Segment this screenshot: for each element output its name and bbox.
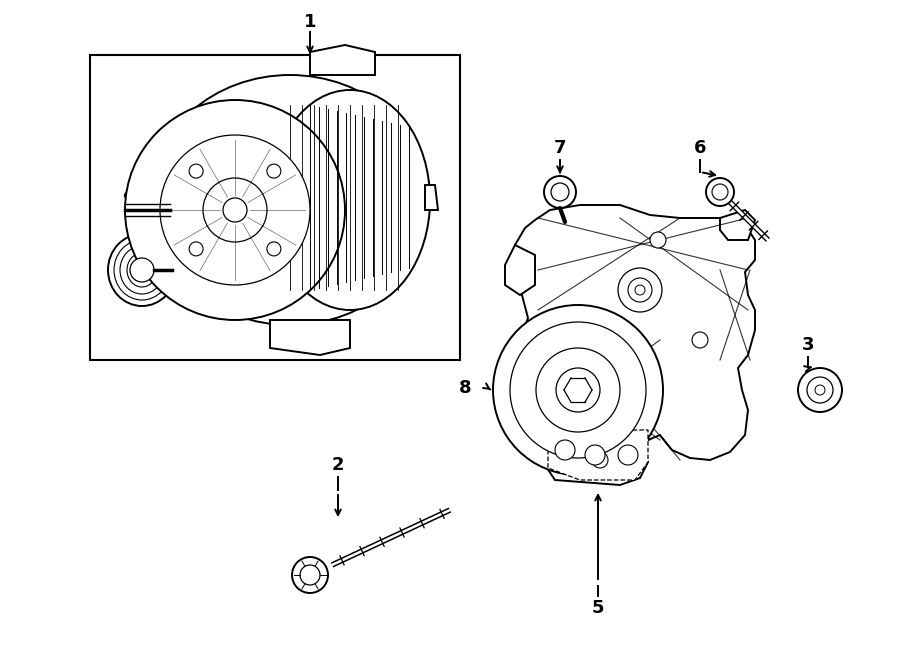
Circle shape [189, 164, 203, 178]
Circle shape [555, 440, 575, 460]
Circle shape [585, 445, 605, 465]
Circle shape [635, 285, 645, 295]
Text: 7: 7 [554, 139, 566, 157]
Circle shape [267, 242, 281, 256]
Circle shape [807, 377, 833, 403]
Text: 1: 1 [304, 13, 316, 31]
Circle shape [544, 176, 576, 208]
Ellipse shape [127, 253, 157, 287]
Text: 3: 3 [802, 336, 814, 354]
Circle shape [592, 452, 608, 468]
Polygon shape [548, 430, 648, 480]
Circle shape [551, 183, 569, 201]
Polygon shape [515, 205, 755, 468]
Text: 5: 5 [592, 599, 604, 617]
Circle shape [292, 557, 328, 593]
Circle shape [798, 368, 842, 412]
Circle shape [203, 178, 267, 242]
Circle shape [650, 232, 666, 248]
Ellipse shape [270, 90, 430, 310]
Circle shape [510, 322, 646, 458]
Circle shape [130, 258, 154, 282]
Text: 8: 8 [459, 379, 472, 397]
Circle shape [618, 445, 638, 465]
Circle shape [300, 565, 320, 585]
Text: 2: 2 [332, 456, 344, 474]
Circle shape [618, 268, 662, 312]
Circle shape [493, 305, 663, 475]
Bar [90, 55, 460, 360]
Circle shape [223, 198, 247, 222]
Circle shape [815, 385, 825, 395]
Ellipse shape [150, 75, 430, 325]
Polygon shape [270, 320, 350, 355]
Text: 6: 6 [694, 139, 706, 157]
Ellipse shape [120, 246, 164, 294]
Circle shape [267, 164, 281, 178]
Circle shape [160, 135, 310, 285]
Polygon shape [720, 210, 755, 240]
Polygon shape [425, 185, 438, 210]
Polygon shape [505, 245, 535, 295]
Circle shape [536, 348, 620, 432]
Polygon shape [545, 445, 648, 485]
Text: 4: 4 [122, 186, 134, 204]
Circle shape [189, 242, 203, 256]
Ellipse shape [108, 234, 176, 306]
Circle shape [712, 184, 728, 200]
Circle shape [556, 368, 600, 412]
Circle shape [692, 332, 708, 348]
Circle shape [628, 278, 652, 302]
Circle shape [706, 178, 734, 206]
Ellipse shape [114, 240, 170, 300]
Polygon shape [310, 45, 375, 75]
Circle shape [125, 100, 345, 320]
